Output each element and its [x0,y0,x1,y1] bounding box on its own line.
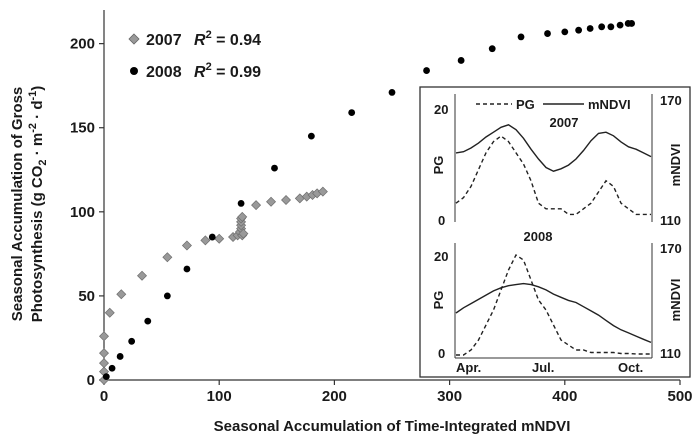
x-tick-label: 400 [552,388,577,405]
data-point-2007 [282,196,291,205]
y-axis-label-line2: Photosynthesis (g CO2 · m-2 · d-1) [27,86,49,323]
inset-panel-2007-right-tick-top: 170 [660,93,682,108]
data-point-2007 [295,194,304,203]
data-point-2007 [252,201,261,210]
x-tick-label: 200 [322,388,347,405]
data-point-2007 [100,349,109,358]
data-point-2008 [103,373,110,380]
y-tick-label: 100 [70,204,95,221]
series-2007-points [100,187,328,384]
inset-panel-2008-left-tick-bottom: 0 [438,346,445,361]
y-ticks: 0 50 100 150 200 [70,36,104,389]
inset-legend-mndvi-label: mNDVI [588,97,631,112]
data-point-2008 [617,22,624,29]
x-tick-label: 100 [207,388,232,405]
data-point-2008 [587,25,594,32]
data-point-2007 [215,234,224,243]
y-tick-label: 200 [70,36,95,53]
data-point-2008 [389,89,396,96]
data-point-2007 [267,197,276,206]
y-axis-label-line1: Seasonal Accumulation of Gross [9,87,26,322]
data-point-2008 [423,67,430,74]
inset-panel-2007-right-tick-bottom: 110 [660,213,681,228]
x-tick-label: 300 [437,388,462,405]
y-tick-label: 150 [70,120,95,137]
data-point-2008 [348,109,355,116]
data-point-2007 [138,271,147,280]
x-tick-label: 0 [100,388,108,405]
legend-label-2007: 2007 [146,32,182,49]
inset-panel-2007-title: 2007 [550,115,579,130]
data-point-2008 [109,365,116,372]
inset-panel-2007-left-tick-bottom: 0 [438,213,445,228]
data-point-2008 [184,266,191,273]
inset-panel-2007-left-tick-top: 20 [434,102,448,117]
data-point-2008 [271,165,278,172]
inset-panel-2008-title: 2008 [524,229,553,244]
x-axis-label: Seasonal Accumulation of Time-Integrated… [214,418,571,435]
inset-panel-2008-right-tick-top: 170 [660,241,682,256]
inset-panel-2008-left-tick-top: 20 [434,249,448,264]
x-tick-label: 500 [667,388,692,405]
data-point-2008 [164,293,171,300]
legend: 2007 R2 = 0.94 2008 R2 = 0.99 [129,29,261,81]
data-point-2008 [489,45,496,52]
inset-panel-2007-left-label: PG [431,156,446,175]
legend-label-2008: 2008 [146,64,182,81]
data-point-2008 [598,23,605,30]
data-point-2008 [144,318,151,325]
inset-frame [420,87,690,377]
data-point-2007 [100,332,109,341]
inset-panel-2008-left-label: PG [431,291,446,310]
data-point-2007 [100,359,109,368]
data-point-2007 [182,241,191,250]
legend-r2-2007: R2 = 0.94 [194,29,261,49]
inset-month-jul: Jul. [532,360,554,375]
legend-marker-2008 [130,67,138,75]
inset-panel-2008-right-label: mNDVI [668,279,683,322]
data-point-2008 [628,20,635,27]
data-point-2008 [544,30,551,37]
data-point-2007 [201,236,210,245]
data-point-2008 [607,23,614,30]
legend-r2-2008: R2 = 0.99 [194,61,261,81]
data-point-2008 [575,27,582,34]
legend-marker-2007 [129,34,139,44]
legend-item-2008: 2008 R2 = 0.99 [130,61,261,81]
data-point-2008 [209,234,216,241]
inset: PG mNDVI 2007 20 0 170 110 PG mNDVI 2008… [420,87,690,377]
data-point-2008 [561,28,568,35]
data-point-2008 [518,34,525,41]
data-point-2007 [117,290,126,299]
inset-panel-2008-right-tick-bottom: 110 [660,346,681,361]
inset-month-oct: Oct. [618,360,643,375]
inset-month-apr: Apr. [456,360,481,375]
data-point-2007 [163,253,172,262]
data-point-2008 [128,338,135,345]
data-point-2008 [117,353,124,360]
x-ticks: 0 100 200 300 400 500 [100,380,693,405]
inset-legend-pg-label: PG [516,97,535,112]
data-point-2008 [458,57,465,64]
data-point-2008 [308,133,315,140]
y-tick-label: 0 [87,372,95,389]
inset-panel-2007-right-label: mNDVI [668,144,683,187]
legend-item-2007: 2007 R2 = 0.94 [129,29,261,49]
y-tick-label: 50 [78,288,95,305]
y-axis-label: Seasonal Accumulation of Gross Photosynt… [9,86,49,323]
data-point-2007 [105,308,114,317]
data-point-2008 [238,200,245,207]
